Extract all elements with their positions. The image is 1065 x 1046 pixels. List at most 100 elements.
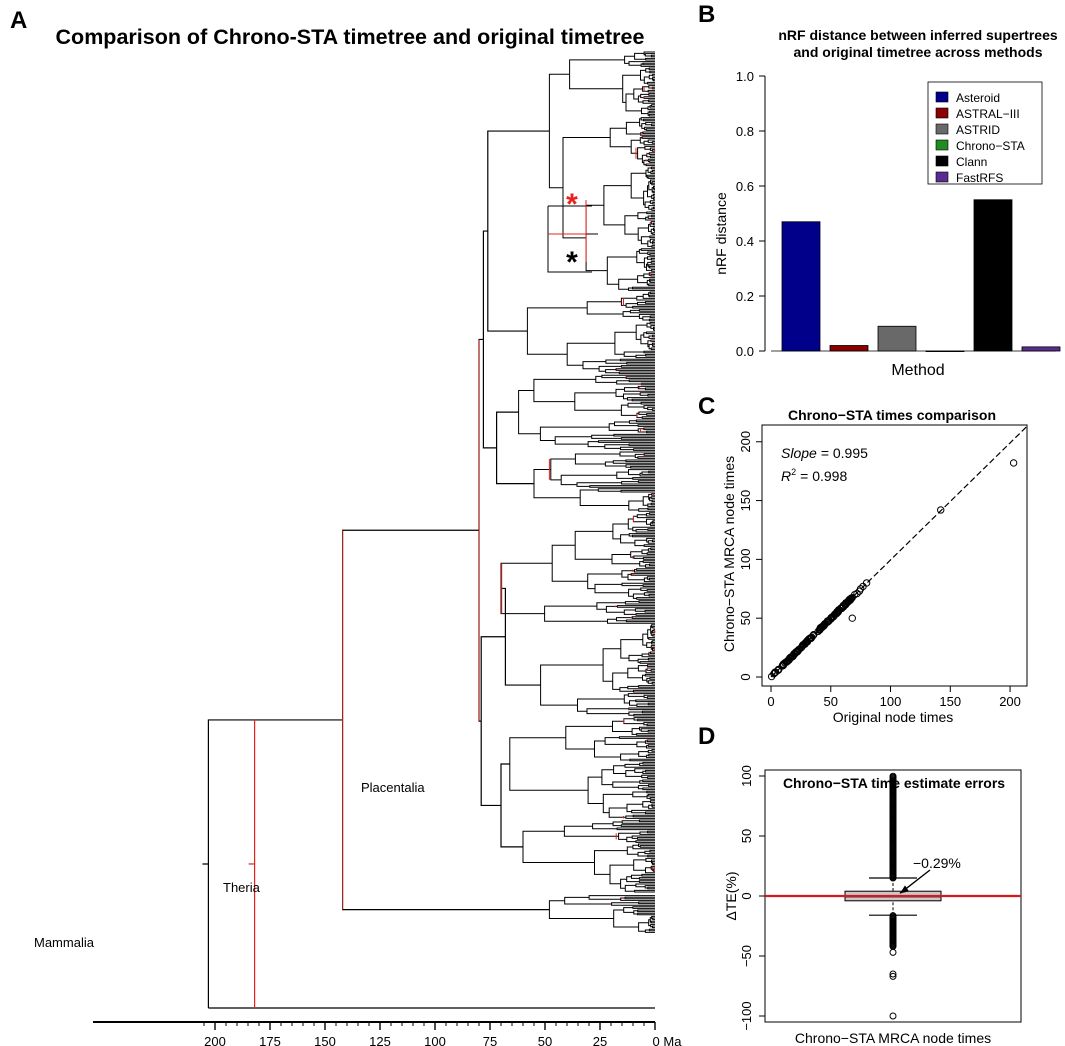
panel-a-title: Comparison of Chrono-STA timetree and or… [56, 25, 645, 49]
scatter-point [862, 579, 871, 587]
scatter-point [771, 668, 779, 676]
x-axis-tick-label: 50 [824, 694, 838, 709]
x-axis-label: Method [891, 362, 944, 379]
plot-frame [761, 424, 1028, 687]
scatter-point [855, 587, 864, 595]
outlier-point [889, 972, 897, 980]
x-axis-label: Chrono−STA MRCA node times [795, 1030, 991, 1046]
panel-b: B nRF distance between inferred supertre… [698, 1, 1061, 379]
scatter-point [795, 645, 803, 654]
panel-a: A Comparison of Chrono-STA timetree and … [10, 7, 682, 1046]
bar-clann [973, 199, 1013, 352]
legend-label: ASTRID [956, 123, 1000, 137]
y-axis-label: nRF distance [713, 192, 729, 275]
bar-astrid [877, 325, 917, 352]
panel-d-letter: D [698, 723, 715, 750]
legend-swatch [935, 139, 949, 151]
scatter-point [937, 506, 945, 514]
x-axis-label: Original node times [833, 709, 954, 725]
panel-a-letter: A [10, 7, 27, 34]
y-axis-tick-label: 100 [739, 765, 754, 787]
legend-label: FastRFS [956, 171, 1003, 185]
panel-c-letter: C [698, 393, 715, 420]
legend-swatch [935, 107, 949, 119]
scatter-point [850, 590, 859, 599]
bar-asteroid [781, 221, 821, 352]
time-axis-tick-label: 125 [369, 1034, 391, 1046]
panel-c: C Chrono−STA times comparison 0 50 100 150 2… [698, 393, 1028, 725]
scatter-point [821, 620, 829, 629]
y-axis-tick-label: 200 [738, 431, 753, 453]
y-axis-tick-label: 1.0 [736, 69, 754, 84]
time-axis-tick-label: 0 Ma [653, 1034, 683, 1046]
legend-label: Clann [956, 155, 987, 169]
y-axis-tick-label: 0.0 [736, 344, 754, 359]
bar-fastrfs [1021, 346, 1061, 352]
slope-annotation: Slope = 0.995 [781, 445, 868, 461]
outlier-point [889, 948, 897, 956]
panel-c-title: Chrono−STA times comparison [788, 407, 996, 423]
y-axis-tick-label: 0.2 [736, 289, 754, 304]
time-axis-tick-label: 150 [314, 1034, 336, 1046]
clade-label-mammalia: Mammalia [34, 935, 95, 950]
slope-value: = 0.995 [821, 445, 868, 461]
outlier-point [889, 1012, 897, 1020]
y-axis-tick-label: 0.6 [736, 179, 754, 194]
y-axis-tick-label: 0.4 [736, 234, 754, 249]
legend-swatch [935, 91, 949, 103]
scatter-point [801, 639, 810, 647]
y-axis-label: Chrono−STA MRCA node times [721, 456, 737, 652]
legend-swatch [935, 155, 949, 167]
y-axis-label: ΔTE(%) [723, 871, 739, 920]
scatter-point [787, 653, 795, 661]
scatter-point [848, 614, 856, 622]
y-axis-tick-label: 0.8 [736, 124, 754, 139]
scatter-point [834, 608, 842, 616]
legend-swatch [935, 123, 949, 135]
slope-label: Slope [781, 445, 817, 461]
scatter-point [843, 598, 852, 606]
scatter-point [1009, 459, 1018, 467]
bar-astraliii [829, 345, 869, 352]
outlier-point [889, 772, 897, 780]
y-axis-tick-label: 50 [739, 829, 754, 843]
scatter-point [779, 660, 788, 669]
panel-b-letter: B [698, 1, 715, 28]
y-axis-tick-label: 0 [738, 673, 753, 680]
x-axis-tick-label: 150 [939, 694, 961, 709]
outlier-point [889, 970, 897, 978]
legend-swatch [935, 171, 949, 183]
scatter-point [786, 654, 794, 662]
clade-label-theria: Theria [223, 880, 261, 895]
median-arrowhead [900, 885, 909, 894]
panel-b-title-line1: nRF distance between inferred supertrees [778, 27, 1058, 43]
time-axis-tick-label: 50 [538, 1034, 552, 1046]
scatter-point [859, 582, 867, 591]
asterisk-clade-chrono-sta [548, 200, 587, 262]
x-axis-tick-label: 100 [880, 694, 902, 709]
panel-b-title-line2: and original timetree across methods [794, 44, 1043, 60]
tree-backbone-original [202, 130, 655, 1009]
red-asterisk-marker: * [566, 188, 578, 221]
scatter-point [839, 603, 848, 611]
y-axis-tick-label: 50 [738, 611, 753, 625]
bar-chronosta [925, 350, 965, 353]
panel-d: D Chrono−STA time estimate errors −100−5… [698, 723, 1022, 1046]
clade-label-placentalia: Placentalia [361, 780, 425, 795]
r2-sup: 2 [791, 467, 796, 477]
time-axis-tick-label: 75 [483, 1034, 497, 1046]
r2-annotation: R2 = 0.998 [781, 467, 847, 484]
scatter-point [816, 624, 825, 632]
x-axis-tick-label: 0 [767, 694, 774, 709]
y-axis-tick-label: 150 [738, 490, 753, 512]
x-axis-tick-label: 200 [999, 694, 1021, 709]
time-axis-tick-label: 100 [424, 1034, 446, 1046]
black-asterisk-marker: * [566, 246, 578, 279]
legend-label: Asteroid [956, 91, 1000, 105]
scatter-point [781, 659, 789, 667]
r2-value: = 0.998 [800, 468, 847, 484]
time-axis-tick-label: 200 [204, 1034, 226, 1046]
y-axis-tick-label: −100 [739, 1001, 754, 1030]
scatter-point [793, 647, 801, 656]
y-axis-tick-label: 0 [739, 892, 754, 899]
